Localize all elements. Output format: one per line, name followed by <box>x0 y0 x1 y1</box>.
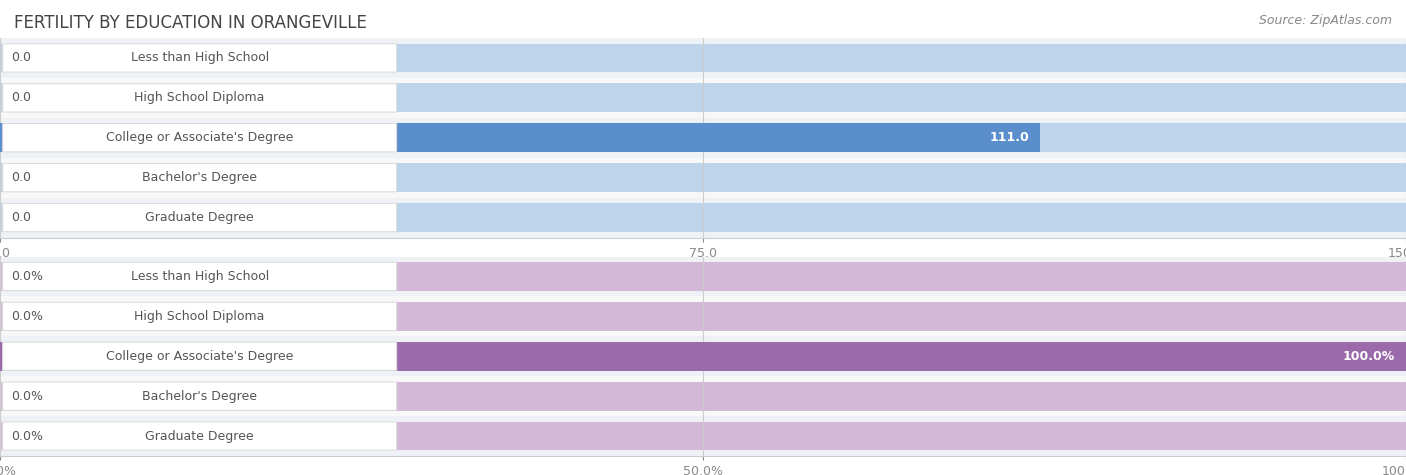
Text: Bachelor's Degree: Bachelor's Degree <box>142 171 257 184</box>
FancyBboxPatch shape <box>3 422 396 450</box>
Text: Graduate Degree: Graduate Degree <box>145 429 254 443</box>
FancyBboxPatch shape <box>3 124 396 152</box>
FancyBboxPatch shape <box>0 198 1406 238</box>
FancyBboxPatch shape <box>3 382 396 410</box>
Text: Bachelor's Degree: Bachelor's Degree <box>142 390 257 403</box>
FancyBboxPatch shape <box>3 44 396 72</box>
Text: Less than High School: Less than High School <box>131 51 269 65</box>
Text: 111.0: 111.0 <box>990 131 1029 144</box>
Text: 0.0: 0.0 <box>11 91 31 104</box>
Bar <box>0 163 1406 192</box>
Bar <box>0 84 1406 112</box>
Text: Graduate Degree: Graduate Degree <box>145 211 254 224</box>
FancyBboxPatch shape <box>3 84 396 112</box>
Text: High School Diploma: High School Diploma <box>135 310 264 323</box>
Text: 0.0%: 0.0% <box>11 390 44 403</box>
Text: FERTILITY BY EDUCATION IN ORANGEVILLE: FERTILITY BY EDUCATION IN ORANGEVILLE <box>14 14 367 32</box>
FancyBboxPatch shape <box>0 416 1406 456</box>
Bar <box>0 342 1406 370</box>
Text: 0.0%: 0.0% <box>11 310 44 323</box>
FancyBboxPatch shape <box>0 256 1406 296</box>
Bar <box>0 422 1406 450</box>
Text: 0.0%: 0.0% <box>11 270 44 283</box>
FancyBboxPatch shape <box>0 78 1406 118</box>
Text: College or Associate's Degree: College or Associate's Degree <box>105 131 294 144</box>
Text: Less than High School: Less than High School <box>131 270 269 283</box>
Text: 100.0%: 100.0% <box>1343 350 1395 363</box>
Bar <box>0 44 1406 72</box>
FancyBboxPatch shape <box>0 38 1406 78</box>
Text: High School Diploma: High School Diploma <box>135 91 264 104</box>
FancyBboxPatch shape <box>0 296 1406 336</box>
Bar <box>0 124 1406 152</box>
FancyBboxPatch shape <box>0 336 1406 376</box>
Text: 0.0%: 0.0% <box>11 429 44 443</box>
Text: College or Associate's Degree: College or Associate's Degree <box>105 350 294 363</box>
FancyBboxPatch shape <box>0 376 1406 416</box>
Bar <box>0 124 1040 152</box>
FancyBboxPatch shape <box>3 262 396 291</box>
FancyBboxPatch shape <box>3 342 396 370</box>
FancyBboxPatch shape <box>0 118 1406 158</box>
Text: 0.0: 0.0 <box>11 51 31 65</box>
FancyBboxPatch shape <box>3 203 396 232</box>
Bar <box>0 203 1406 232</box>
Text: 0.0: 0.0 <box>11 171 31 184</box>
Bar <box>0 342 1406 370</box>
FancyBboxPatch shape <box>3 302 396 331</box>
Bar <box>0 302 1406 331</box>
FancyBboxPatch shape <box>0 158 1406 198</box>
Text: Source: ZipAtlas.com: Source: ZipAtlas.com <box>1258 14 1392 27</box>
FancyBboxPatch shape <box>3 163 396 192</box>
Text: 0.0: 0.0 <box>11 211 31 224</box>
Bar <box>0 262 1406 291</box>
Bar <box>0 382 1406 410</box>
